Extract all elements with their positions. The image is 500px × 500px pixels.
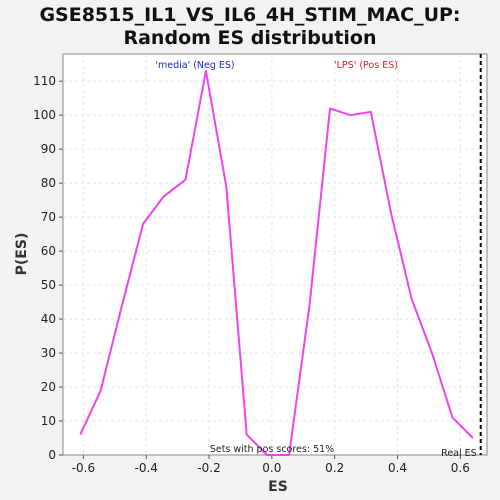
y-tick-label: 50 [41,278,56,292]
chart-title-line-1: GSE8515_IL1_VS_IL6_4H_STIM_MAC_UP: [39,4,460,26]
y-tick-label: 70 [41,210,56,224]
x-tick-label: -0.2 [197,461,220,475]
x-tick-label: 0.0 [262,461,281,475]
y-tick-label: 90 [41,142,56,156]
y-tick-label: 0 [48,448,56,462]
y-tick-label: 40 [41,312,56,326]
series-line [79,70,474,456]
y-tick-label: 80 [41,176,56,190]
real-es-label: Real ES [441,448,477,459]
grid-lines [63,54,487,455]
x-axis-label: ES [268,479,288,495]
series-layer [79,70,474,456]
y-axis-label: P(ES) [14,233,30,276]
neg-es-label: 'media' (Neg ES) [155,60,234,71]
axis-ticks: 0 10 20 30 40 50 60 70 80 90 100 110 -0.6 -0.4 -0.2 0.0… [33,74,470,475]
x-tick-label: 0.2 [325,461,344,475]
x-tick-label: -0.4 [135,461,158,475]
x-tick-label: 0.6 [451,461,470,475]
x-tick-label: 0.4 [388,461,407,475]
pos-es-label: 'LPS' (Pos ES) [334,60,398,71]
chart-title-line-2: Random ES distribution [123,27,376,49]
y-tick-label: 30 [41,346,56,360]
plot-area [62,53,488,456]
x-tick-label: -0.6 [72,461,95,475]
y-tick-label: 10 [41,414,56,428]
y-tick-label: 100 [33,108,56,122]
y-tick-label: 20 [41,380,56,394]
pos-scores-label: Sets with pos scores: 51% [210,444,334,455]
y-tick-label: 110 [33,74,56,88]
y-tick-label: 60 [41,244,56,258]
